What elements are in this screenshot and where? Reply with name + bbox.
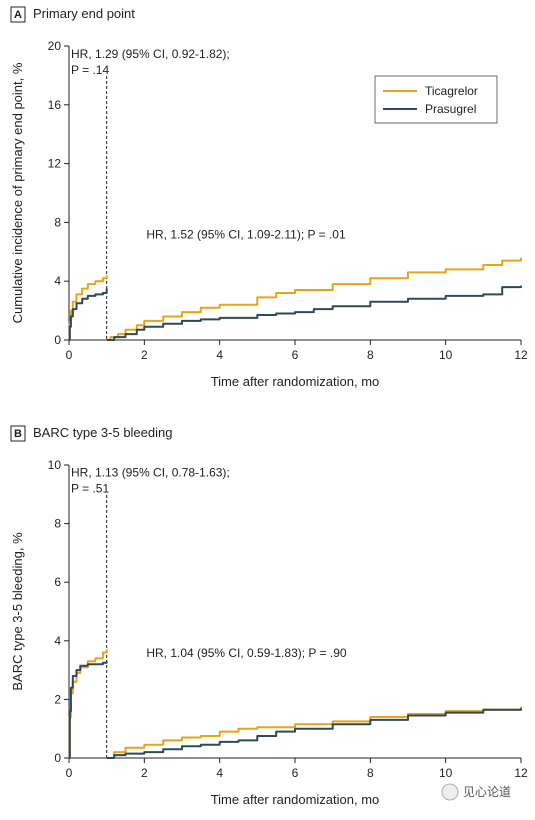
x-tick-label: 8 [367, 766, 374, 780]
x-tick-label: 12 [514, 348, 528, 362]
x-tick-label: 2 [141, 348, 148, 362]
y-tick-label: 0 [54, 751, 61, 765]
x-tick-label: 10 [439, 348, 453, 362]
x-tick-label: 4 [216, 348, 223, 362]
panel-letter: A [14, 9, 22, 21]
y-tick-label: 0 [54, 333, 61, 347]
x-tick-label: 0 [66, 766, 73, 780]
wechat-icon [441, 783, 459, 801]
y-axis-title: Cumulative incidence of primary end poin… [10, 62, 25, 323]
hr-annotation: HR, 1.04 (95% CI, 0.59-1.83); P = .90 [146, 646, 347, 660]
y-tick-label: 8 [54, 215, 61, 229]
hr-annotation: P = .51 [71, 482, 109, 496]
watermark-text: 见心论道 [463, 785, 511, 799]
x-tick-label: 0 [66, 348, 73, 362]
series-line-ticagrelor [68, 649, 108, 759]
x-tick-label: 6 [292, 348, 299, 362]
hr-annotation: P = .14 [71, 63, 109, 77]
hr-annotation: HR, 1.29 (95% CI, 0.92-1.82); [71, 47, 230, 61]
legend-label-ticagrelor: Ticagrelor [425, 84, 478, 98]
x-tick-label: 4 [216, 766, 223, 780]
y-tick-label: 8 [54, 517, 61, 531]
x-tick-label: 12 [514, 766, 528, 780]
y-tick-label: 12 [48, 157, 62, 171]
y-tick-label: 4 [54, 274, 61, 288]
panel-title: BARC type 3-5 bleeding [33, 425, 172, 440]
series-line-ticagrelor [106, 706, 522, 759]
y-tick-label: 20 [48, 39, 62, 53]
x-axis-title: Time after randomization, mo [211, 792, 380, 807]
panel-letter: B [14, 428, 22, 440]
series-line-ticagrelor [68, 275, 108, 341]
y-tick-label: 2 [54, 692, 61, 706]
legend-label-prasugrel: Prasugrel [425, 102, 476, 116]
x-tick-label: 6 [292, 766, 299, 780]
y-tick-label: 16 [48, 98, 62, 112]
hr-annotation: HR, 1.52 (95% CI, 1.09-2.11); P = .01 [146, 228, 346, 242]
series-line-prasugrel [106, 708, 522, 759]
series-line-prasugrel [68, 661, 108, 759]
hr-annotation: HR, 1.13 (95% CI, 0.78-1.63); [71, 466, 230, 480]
panel-b: B BARC type 3-5 bleeding 0 2 4 6 8 10 0 2 4 6 8 10 12 T… [10, 425, 528, 807]
panel-letter-box [10, 6, 26, 23]
panel-title: Primary end point [33, 6, 135, 21]
x-axis-title: Time after randomization, mo [211, 374, 380, 389]
panel-letter-box [10, 425, 26, 442]
y-tick-label: 10 [48, 458, 62, 472]
x-tick-label: 8 [367, 348, 374, 362]
y-axis-title: BARC type 3-5 bleeding, % [10, 532, 25, 691]
x-tick-label: 10 [439, 766, 453, 780]
watermark: 见心论道 [441, 783, 511, 801]
legend-box [374, 75, 498, 124]
y-tick-label: 4 [54, 634, 61, 648]
series-line-prasugrel [68, 288, 108, 341]
x-tick-label: 2 [141, 766, 148, 780]
series-line-ticagrelor [106, 257, 522, 341]
panel-a: A Primary end point 0 4 8 12 16 20 0 2 4 6 8 10 12 Time… [10, 6, 528, 389]
series-line-prasugrel [106, 285, 522, 341]
y-tick-label: 6 [54, 575, 61, 589]
